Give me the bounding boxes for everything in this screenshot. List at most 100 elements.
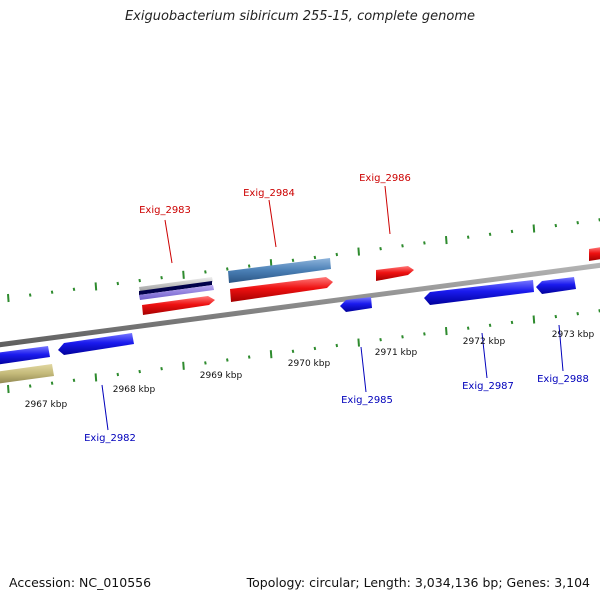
forward-scale-minor-tick: [313, 255, 317, 260]
gene-label-exig-2983[interactable]: Exig_2983: [139, 205, 191, 216]
gene-label-exig-2985[interactable]: Exig_2985: [341, 395, 393, 406]
gene-exig-2982-arrow[interactable]: [58, 333, 134, 355]
forward-scale-minor-tick: [291, 258, 295, 262]
reverse-scale-major-tick: [182, 361, 185, 370]
genome-topology-info: Topology: circular; Length: 3,034,136 bp…: [246, 575, 590, 590]
gene-label-exig-2987[interactable]: Exig_2987: [462, 381, 514, 392]
gene-exig-2984-steelblue-feature[interactable]: [228, 258, 331, 283]
reverse-scale-minor-tick: [116, 372, 120, 377]
gene-labels: Exig_2983 Exig_2984 Exig_2986 Exig_2982 …: [84, 173, 589, 444]
forward-scale-minor-tick: [28, 293, 32, 297]
forward-scale-minor-tick: [226, 267, 229, 271]
reverse-scale-major-tick: [94, 373, 98, 382]
scale-label-2969-kbp: 2969 kbp: [200, 371, 243, 381]
leader-line-exig-2986: [384, 185, 391, 235]
leader-line-exig-2982: [101, 384, 109, 431]
forward-scale-minor-tick: [160, 276, 163, 280]
reverse-scale-minor-tick: [72, 378, 76, 382]
leader-line-exig-2987: [481, 332, 488, 379]
reverse-scale-minor-tick: [401, 335, 404, 339]
reverse-scale-minor-tick: [226, 358, 229, 362]
reverse-scale-major-tick: [532, 315, 536, 324]
reverse-scale-minor-tick: [204, 361, 207, 365]
gene-exig-2987-arrow[interactable]: [424, 280, 534, 305]
forward-scale-minor-tick: [335, 252, 339, 257]
gene-exig-2983-arrow[interactable]: [142, 296, 215, 315]
forward-scale-minor-tick: [554, 223, 558, 228]
leader-line-exig-2988: [558, 324, 564, 372]
scale-labels: 2967 kbp 2968 kbp 2969 kbp 2970 kbp 2971…: [25, 330, 595, 410]
scale-label-2972-kbp: 2972 kbp: [463, 337, 506, 347]
forward-scale-major-tick: [7, 293, 10, 303]
backbone-track: [0, 262, 600, 348]
genome-backbone-line: [0, 262, 600, 348]
gene-offscreen-reverse-arrow[interactable]: [0, 346, 50, 365]
reverse-scale-minor-tick: [554, 314, 558, 319]
reverse-scale-major-tick: [269, 350, 273, 359]
reverse-scale-minor-tick: [291, 349, 295, 353]
gene-label-leaders: [101, 185, 564, 431]
reverse-scale-minor-tick: [379, 338, 382, 342]
leader-line-exig-2984: [268, 199, 277, 248]
forward-genes: [139, 247, 600, 315]
scale-label-2970-kbp: 2970 kbp: [288, 359, 331, 369]
reverse-scale-minor-tick: [160, 367, 163, 371]
gene-exig-2985-arrow[interactable]: [340, 297, 372, 312]
forward-scale-minor-tick: [50, 290, 54, 294]
gene-exig-2983-navy-feature[interactable]: [139, 281, 212, 295]
forward-scale-minor-tick: [379, 247, 382, 251]
forward-scale-minor-tick: [116, 281, 120, 286]
reverse-scale-major-tick: [7, 384, 10, 394]
reverse-scale-minor-tick: [138, 369, 141, 374]
forward-scale-major-tick: [182, 270, 185, 279]
reverse-scale-minor-tick: [488, 323, 492, 327]
forward-scale-minor-tick: [72, 287, 76, 291]
scale-label-2968-kbp: 2968 kbp: [113, 385, 156, 395]
forward-scale-minor-tick: [576, 221, 579, 225]
forward-scale-ticks: [7, 218, 600, 303]
gene-offscreen-forward-arrow[interactable]: [589, 247, 600, 261]
forward-scale-minor-tick: [423, 241, 426, 245]
scale-label-2967-kbp: 2967 kbp: [25, 400, 68, 410]
reverse-scale-minor-tick: [423, 332, 426, 336]
forward-scale-minor-tick: [401, 244, 404, 248]
forward-scale-minor-tick: [488, 232, 492, 236]
reverse-scale-minor-tick: [335, 343, 339, 348]
reverse-scale-minor-tick: [510, 320, 514, 325]
leader-line-exig-2983: [164, 219, 173, 264]
forward-scale-major-tick: [357, 247, 360, 256]
forward-scale-major-tick: [532, 224, 536, 233]
forward-scale-major-tick: [94, 282, 98, 291]
leader-line-exig-2985: [360, 346, 367, 393]
genome-title: Exiguobacterium sibiricum 255-15, comple…: [124, 9, 476, 24]
gene-label-exig-2982[interactable]: Exig_2982: [84, 433, 136, 444]
gene-exig-2983-gray-feature[interactable]: [139, 277, 213, 292]
gene-label-exig-2984[interactable]: Exig_2984: [243, 188, 295, 199]
reverse-scale-minor-tick: [466, 326, 470, 330]
forward-scale-minor-tick: [138, 278, 141, 283]
gene-exig-2983-purple-feature[interactable]: [139, 285, 214, 300]
reverse-scale-major-tick: [445, 327, 448, 336]
scale-label-2973-kbp: 2973 kbp: [552, 330, 595, 340]
gene-exig-2988-arrow[interactable]: [536, 277, 576, 294]
scale-label-2971-kbp: 2971 kbp: [375, 348, 418, 358]
reverse-scale-minor-tick: [28, 384, 32, 388]
reverse-scale-minor-tick: [247, 355, 251, 359]
forward-scale-major-tick: [445, 236, 448, 245]
gene-exig-2986-arrow[interactable]: [376, 266, 414, 281]
reverse-scale-minor-tick: [50, 381, 54, 385]
forward-scale-minor-tick: [466, 235, 470, 239]
reverse-genes: [0, 277, 576, 384]
forward-scale-minor-tick: [510, 229, 514, 234]
forward-scale-minor-tick: [204, 270, 207, 274]
reverse-scale-minor-tick: [576, 312, 579, 316]
gene-exig-2984-arrow[interactable]: [230, 277, 333, 302]
gene-label-exig-2988[interactable]: Exig_2988: [537, 374, 589, 385]
gene-label-exig-2986[interactable]: Exig_2986: [359, 173, 411, 184]
gene-khaki-feature[interactable]: [0, 364, 54, 384]
reverse-scale-major-tick: [357, 338, 360, 347]
reverse-scale-ticks: [7, 309, 600, 394]
forward-scale-minor-tick: [247, 264, 251, 268]
